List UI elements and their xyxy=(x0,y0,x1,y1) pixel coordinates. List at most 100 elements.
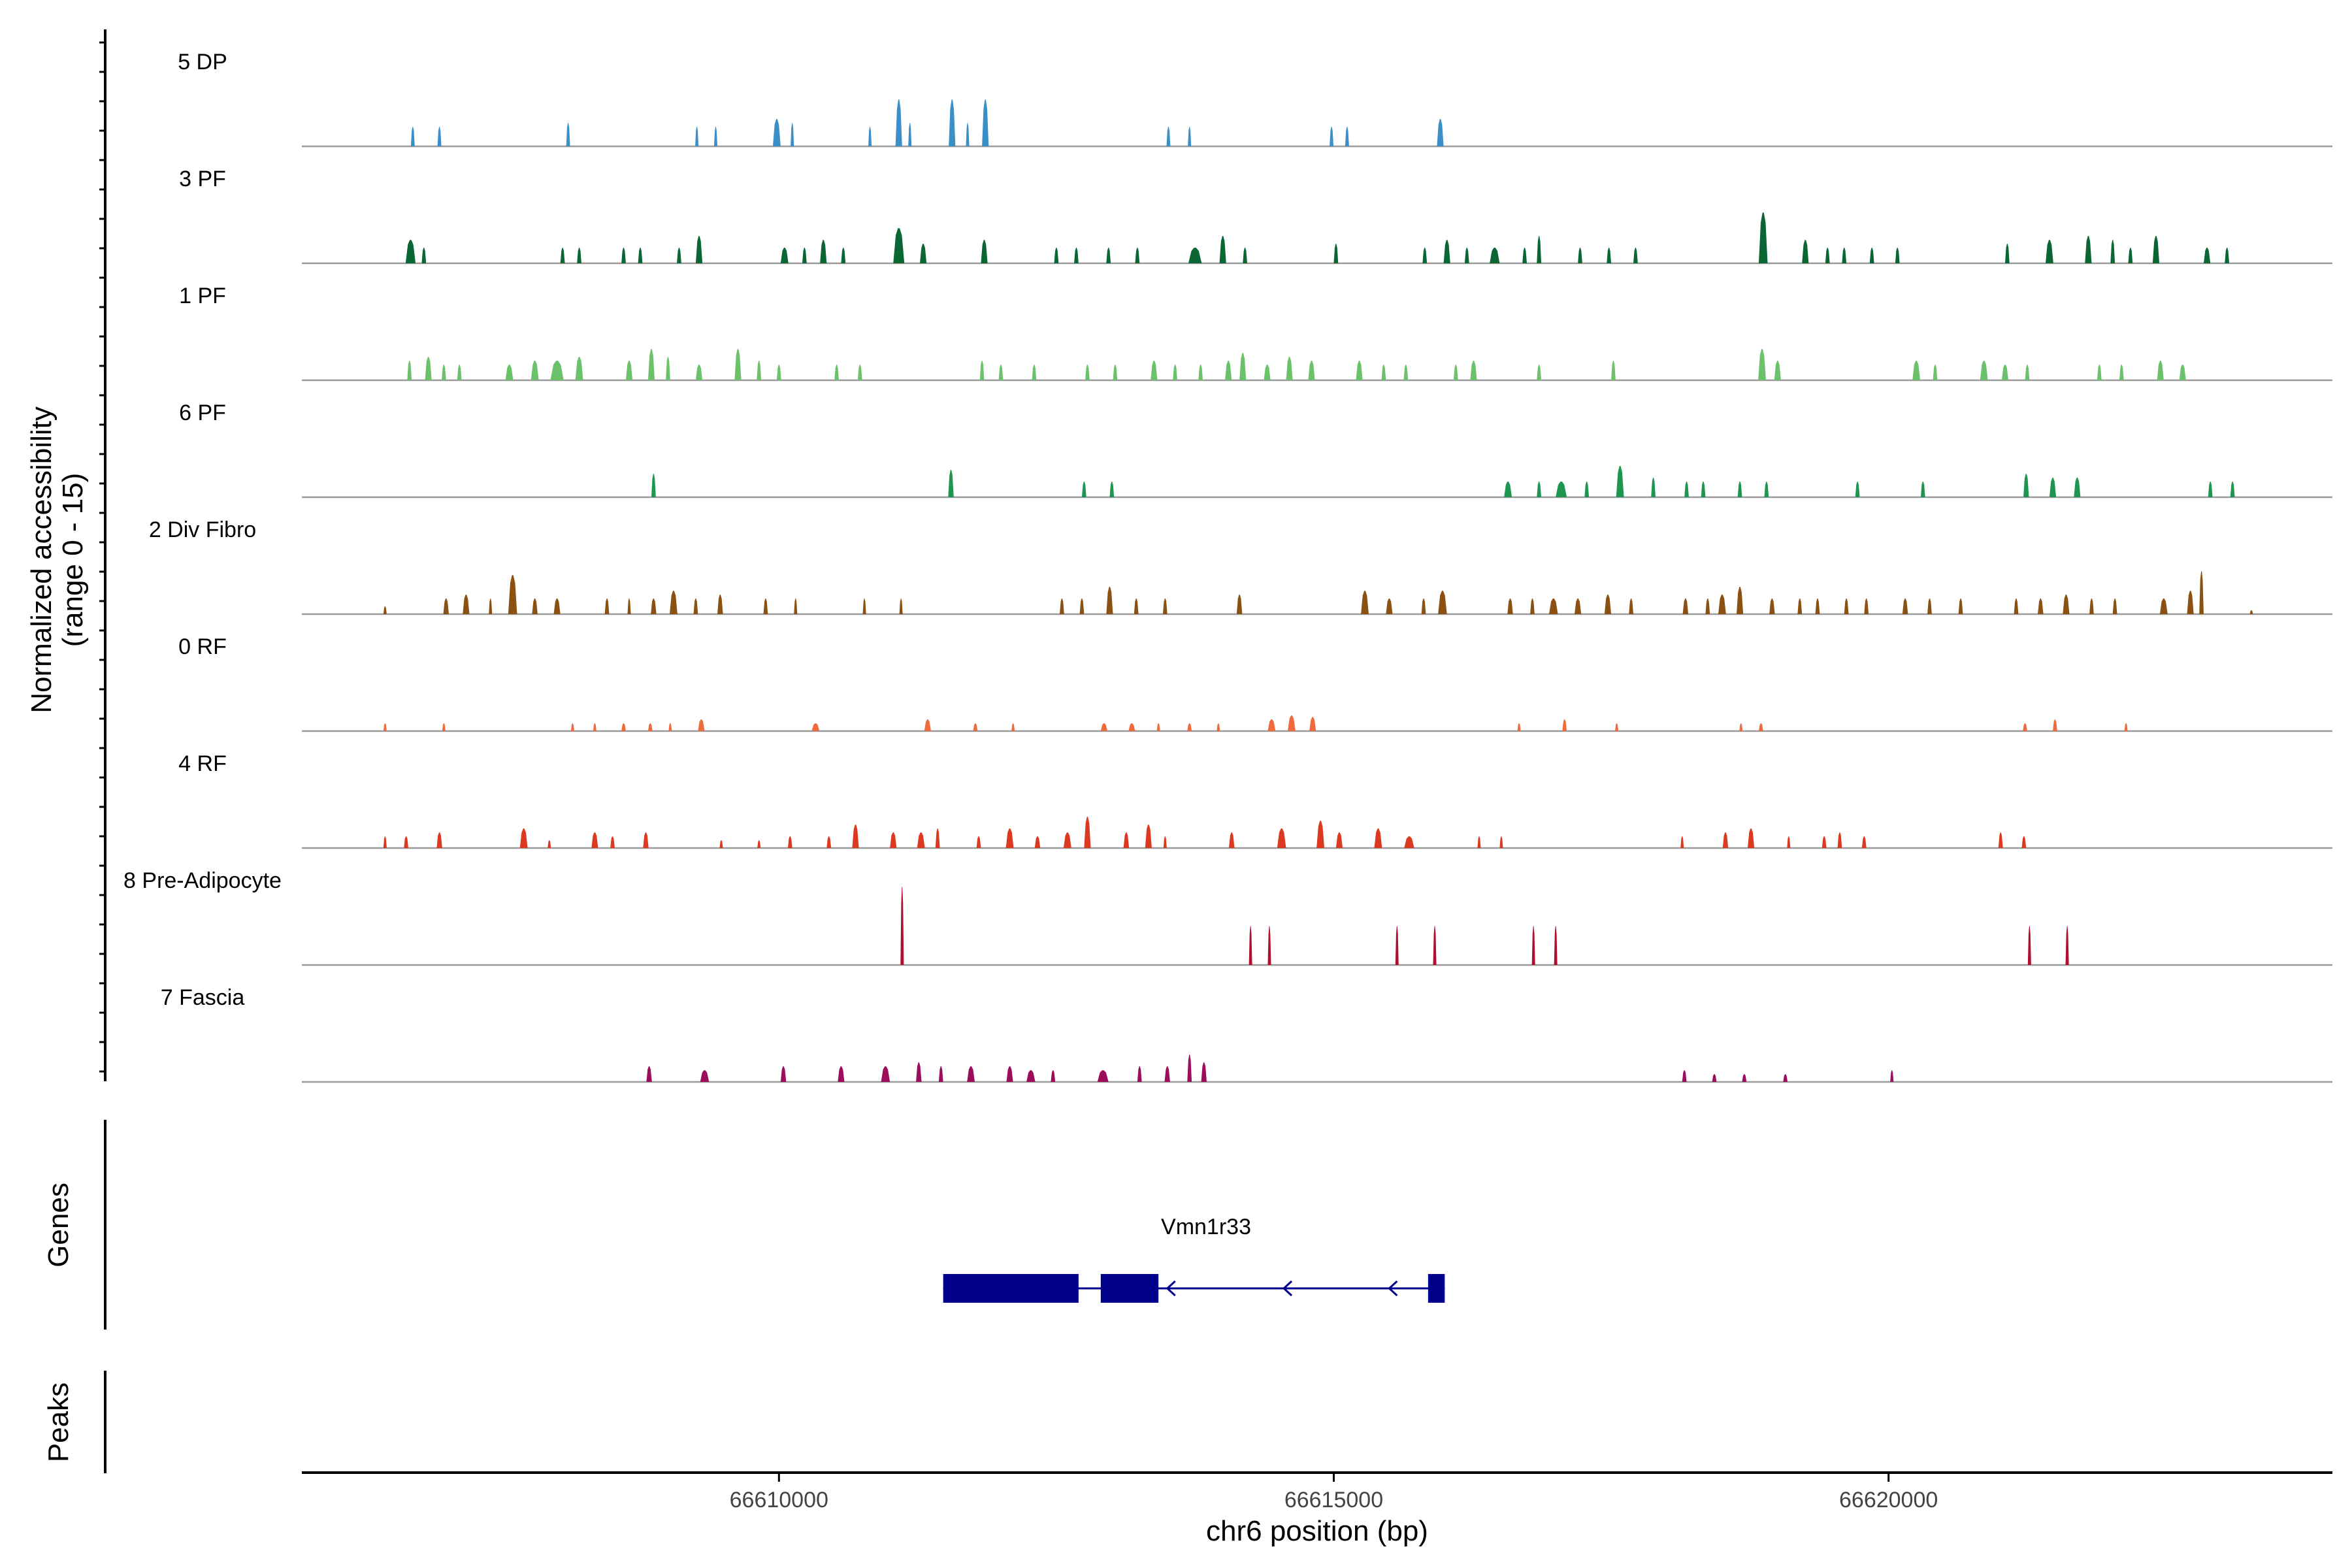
coverage-peak xyxy=(647,723,653,731)
coverage-peak xyxy=(1422,248,1428,263)
coverage-peak xyxy=(1758,349,1766,380)
coverage-peak xyxy=(1084,817,1091,848)
coverage-peak xyxy=(713,127,718,146)
coverage-peak xyxy=(862,598,866,614)
coverage-peak xyxy=(895,99,902,146)
track-label: 7 Fascia xyxy=(161,985,245,1010)
coverage-peak xyxy=(421,248,427,263)
x-tick-label: 66610000 xyxy=(730,1488,828,1512)
coverage-peak xyxy=(383,723,387,731)
coverage-peak xyxy=(852,825,859,848)
coverage-peak xyxy=(1421,598,1426,614)
x-axis-title: chr6 position (bp) xyxy=(1206,1515,1428,1547)
track-label: 4 RF xyxy=(178,751,227,776)
coverage-peak xyxy=(2187,591,2194,614)
coverage-peak xyxy=(1701,482,1706,497)
coverage-peak xyxy=(1097,1070,1109,1082)
coverage-peak xyxy=(1151,361,1158,380)
coverage-peak xyxy=(1381,365,1386,380)
genes-track-title: Genes xyxy=(42,1183,74,1267)
coverage-peak xyxy=(695,365,703,380)
coverage-peak xyxy=(1927,598,1932,614)
coverage-peak xyxy=(1164,1066,1170,1082)
coverage-peak xyxy=(575,357,583,380)
coverage-peak xyxy=(1718,595,1726,614)
coverage-peak xyxy=(1188,127,1192,146)
coverage-peak xyxy=(1895,248,1900,263)
coverage-peak xyxy=(1006,1066,1013,1082)
coverage-y-axis-ticks xyxy=(99,41,105,1073)
coverage-peak xyxy=(949,99,956,146)
coverage-peak xyxy=(1933,365,1938,380)
coverage-peak xyxy=(826,836,832,848)
coverage-peak xyxy=(1453,365,1458,380)
gene-model: Vmn1r33 xyxy=(943,1215,1445,1303)
track-2: 3 PF xyxy=(179,167,2332,265)
track-7: 4 RF xyxy=(178,751,2332,849)
coverage-peak xyxy=(1517,723,1521,731)
coverage-peak xyxy=(1128,723,1135,731)
gene-exon xyxy=(1100,1274,1159,1303)
coverage-peak xyxy=(1361,591,1369,614)
coverage-peak xyxy=(1742,1074,1747,1082)
coverage-peak xyxy=(802,248,807,263)
coverage-peak xyxy=(1156,723,1160,731)
coverage-peak xyxy=(1797,598,1803,614)
coverage-peak xyxy=(670,591,678,614)
track-3: 1 PF xyxy=(179,284,2332,382)
coverage-peak xyxy=(1490,248,1500,263)
coverage-peak xyxy=(787,836,792,848)
coverage-peak xyxy=(1747,828,1755,848)
coverage-peak xyxy=(924,719,931,731)
coverage-peak xyxy=(1537,482,1542,497)
coverage-peak xyxy=(1758,212,1768,263)
coverage-peak xyxy=(1034,836,1041,848)
coverage-peak xyxy=(505,365,514,380)
coverage-peak xyxy=(1522,248,1527,263)
coverage-peak xyxy=(2124,723,2128,731)
coverage-peak xyxy=(2049,478,2057,497)
coverage-peak xyxy=(1173,365,1178,380)
coverage-peak xyxy=(1051,1070,1056,1082)
track-label: 5 DP xyxy=(178,50,227,74)
coverage-peak xyxy=(1680,836,1684,848)
coverage-peak xyxy=(443,598,449,614)
coverage-peak xyxy=(838,1066,845,1082)
coverage-peak xyxy=(1758,723,1763,731)
coverage-peak xyxy=(1531,926,1535,965)
coverage-peak xyxy=(973,723,978,731)
coverage-peak xyxy=(531,361,539,380)
coverage-peak xyxy=(1682,1070,1687,1082)
coverage-peak xyxy=(2179,365,2186,380)
x-axis-ticks: 66610000 66615000 66620000 xyxy=(730,1473,1938,1512)
coverage-peak xyxy=(1106,248,1111,263)
coverage-peak xyxy=(2023,723,2027,731)
coverage-peak xyxy=(811,723,820,731)
coverage-peak xyxy=(1611,361,1616,380)
coverage-peak xyxy=(1787,836,1791,848)
coverage-peak xyxy=(1198,365,1203,380)
coverage-peak xyxy=(1187,1054,1192,1082)
track-label: 3 PF xyxy=(179,167,226,191)
coverage-peak xyxy=(763,598,768,614)
coverage-peak xyxy=(1998,832,2003,848)
coverage-peak xyxy=(1861,836,1867,848)
coverage-peak xyxy=(1584,482,1590,497)
coverage-peak xyxy=(2065,926,2069,965)
coverage-peak xyxy=(1607,248,1612,263)
gene-exon xyxy=(1428,1274,1445,1303)
coverage-peak xyxy=(625,361,633,380)
coverage-peak xyxy=(695,127,699,146)
coverage-peak xyxy=(651,474,656,497)
coverage-peak xyxy=(593,723,596,731)
coverage-peak xyxy=(1504,482,1512,497)
coverage-peak xyxy=(1437,119,1444,146)
coverage-peak xyxy=(566,123,570,146)
coverage-peak xyxy=(638,248,643,263)
coverage-peak xyxy=(976,836,981,848)
coverage-peak xyxy=(519,828,528,848)
coverage-peak xyxy=(1554,926,1558,965)
coverage-peak xyxy=(966,123,970,146)
coverage-tracks: 5 DP 3 PF 1 PF 6 PF 2 Div Fibro 0 RF 4 RF 8 Pre… xyxy=(123,50,2332,1083)
coverage-peak xyxy=(2112,598,2117,614)
